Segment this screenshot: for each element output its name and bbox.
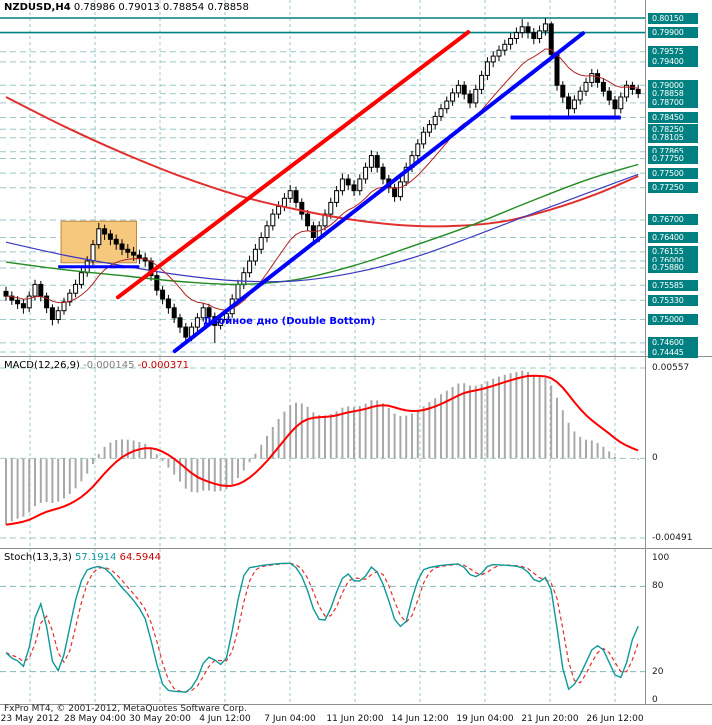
time-label: 14 Jun 12:00 [391, 714, 449, 724]
stochastic-axis-label: 80 [652, 581, 664, 592]
candlestick-series [3, 18, 641, 343]
time-label: 19 Jun 04:00 [456, 714, 514, 724]
price-badge: 0.80150 [648, 12, 698, 24]
time-axis[interactable]: 23 May 2012 28 May 04:00 30 May 20:00 4 Jun… [0, 714, 712, 725]
price-badge: 0.78105 [648, 132, 698, 144]
time-label: 28 May 04:00 [64, 714, 126, 724]
price-badge: 0.75585 [648, 279, 698, 291]
ma-mid-green [5, 163, 639, 286]
stochastic-scale[interactable]: 100 80 20 0 [646, 549, 712, 705]
ma-fast-red [5, 48, 639, 311]
price-badge: 0.75330 [648, 294, 698, 306]
chart-header: NZDUSD,H4 0.78986 0.79013 0.78854 0.7885… [4, 2, 249, 13]
price-badge: 0.79400 [648, 56, 698, 68]
double-bottom-annotation: Двойное дно (Double Bottom) [203, 316, 375, 327]
stochastic-signal-line [5, 562, 639, 693]
time-label: 23 May 2012 [0, 714, 60, 724]
stochastic-main-line [5, 562, 639, 693]
price-badge: 0.77865 [648, 146, 698, 158]
price-badge: 0.78450 [648, 112, 698, 124]
macd-value-signal: -0.000371 [137, 360, 189, 371]
price-badge: 0.76000 [648, 255, 698, 267]
macd-histogram [5, 370, 640, 525]
price-badge: 0.75000 [648, 314, 698, 325]
price-badge: 0.76400 [648, 232, 698, 244]
red-channel-line[interactable] [115, 30, 471, 300]
macd-signal-line [5, 374, 639, 526]
macd-axis-label: 0.00557 [652, 363, 690, 373]
symbol-period-label: NZDUSD,H4 [4, 2, 71, 13]
price-badge: 0.78250 [648, 123, 698, 135]
copyright-text: FxPro MT4, © 2001-2012, MetaQuotes Softw… [4, 704, 247, 714]
price-badge: 0.77500 [648, 167, 698, 179]
time-label: 26 Jun 12:00 [586, 714, 644, 724]
price-badge: 0.77750 [648, 153, 698, 164]
price-badge: 0.76155 [648, 246, 698, 258]
stochastic-label: Stoch(13,3,3) [4, 552, 72, 563]
price-badge: 0.79575 [648, 46, 698, 58]
macd-label: MACD(12,26,9) [4, 360, 80, 371]
price-badge: 0.78858 [648, 88, 698, 100]
price-badge: 0.78700 [648, 97, 698, 109]
stochastic-canvas[interactable] [0, 549, 712, 705]
price-badge: 0.76700 [648, 214, 698, 226]
macd-header: MACD(12,26,9) -0.000145 -0.000371 [4, 360, 189, 371]
stochastic-axis-label: 100 [652, 553, 670, 563]
stochastic-header: Stoch(13,3,3) 57.1914 64.5944 [4, 552, 161, 563]
time-label: 4 Jun 12:00 [199, 714, 251, 724]
price-chart-canvas[interactable]: Двойное дно (Double Bottom) [0, 0, 712, 357]
price-badge: 0.77250 [648, 182, 698, 194]
ma-slow-red [5, 96, 639, 228]
price-badge: 0.79000 [648, 79, 698, 91]
macd-value-main: -0.000145 [83, 360, 135, 371]
macd-axis-label: 0 [652, 453, 658, 464]
macd-scale[interactable]: 0.00557 0 -0.00491 [646, 357, 712, 549]
stochastic-value-main: 57.1914 [75, 552, 117, 563]
price-badge: 0.74445 [648, 346, 698, 358]
price-badge: 0.74600 [648, 337, 698, 349]
macd-canvas[interactable] [0, 357, 712, 549]
price-scale[interactable]: 0.80150 0.79900 0.79575 0.79400 0.79000 0.788… [646, 0, 712, 358]
price-badge: 0.75880 [648, 262, 698, 274]
price-badge: 0.79900 [648, 27, 698, 39]
stochastic-axis-label: 20 [652, 666, 664, 677]
macd-axis-label: -0.00491 [652, 533, 693, 543]
quote-ohlc-values: 0.78986 0.79013 0.78854 0.78858 [73, 2, 249, 13]
time-label: 30 May 20:00 [129, 714, 191, 724]
time-label: 21 Jun 20:00 [521, 714, 579, 724]
stochastic-value-signal: 64.5944 [119, 552, 161, 563]
ma-mid-blue [5, 173, 639, 283]
stochastic-axis-label: 0 [652, 695, 658, 705]
time-label: 7 Jun 04:00 [264, 714, 316, 724]
blue-trend-line[interactable] [172, 31, 586, 354]
time-label: 11 Jun 20:00 [326, 714, 384, 724]
